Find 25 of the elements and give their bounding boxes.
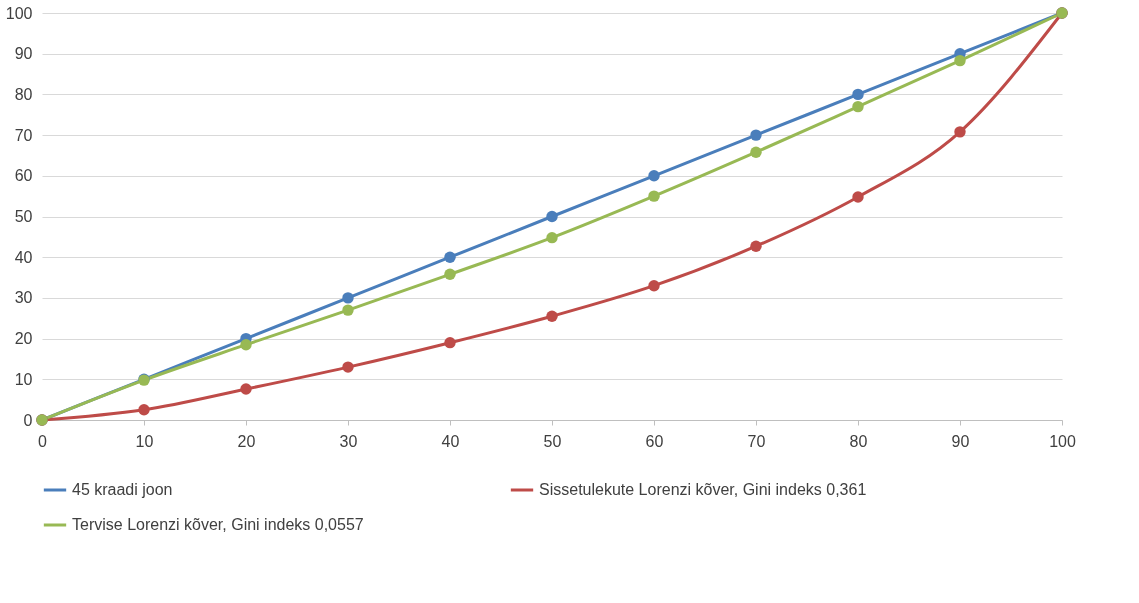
- x-tick-label: 70: [747, 432, 766, 450]
- x-tick-label: 20: [237, 432, 256, 450]
- x-tick-label: 80: [849, 432, 868, 450]
- y-tick-label: 50: [14, 208, 33, 225]
- legend-label: 45 kraadi joon: [72, 481, 173, 498]
- y-tick-label: 90: [14, 45, 33, 63]
- y-tick-label: 100: [5, 4, 33, 22]
- y-tick-label: 80: [14, 85, 33, 103]
- x-tick-label: 100: [1049, 432, 1076, 450]
- y-tick-label: 10: [14, 370, 33, 388]
- x-tick-label: 30: [339, 432, 358, 450]
- x-tick-label: 50: [543, 432, 562, 450]
- y-tick-label: 30: [14, 289, 33, 307]
- x-tick-label: 10: [135, 432, 154, 450]
- legend-label: Tervise Lorenzi kõver, Gini indeks 0,0557: [72, 516, 364, 533]
- y-tick-label: 70: [14, 126, 33, 144]
- y-tick-label: 60: [14, 167, 33, 185]
- legend-label: Sissetulekute Lorenzi kõver, Gini indeks 0,361: [539, 481, 867, 498]
- y-tick-label: 0: [23, 411, 33, 429]
- x-tick-label: 40: [441, 432, 460, 450]
- x-tick-label: 90: [951, 432, 970, 450]
- y-tick-label: 40: [14, 248, 33, 266]
- x-tick-label: 0: [38, 432, 48, 450]
- y-tick-label: 20: [14, 330, 33, 348]
- x-tick-label: 60: [645, 432, 664, 450]
